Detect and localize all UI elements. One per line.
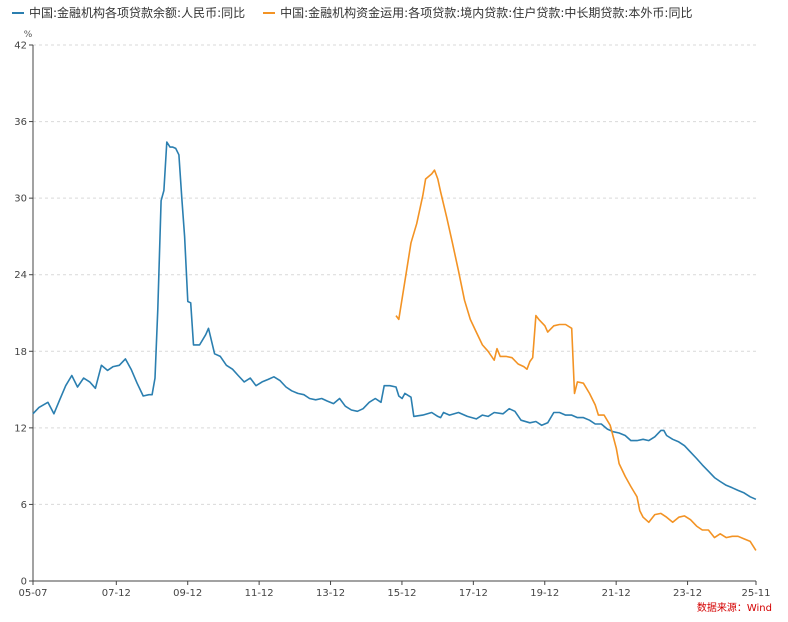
x-tick-label: 11-12 [245,588,274,599]
x-tick-label: 09-12 [173,588,202,599]
y-tick-label: 24 [14,270,27,281]
grid-lines [33,44,756,505]
x-tick-label: 25-11 [741,588,770,599]
legend-label-series-2: 中国:金融机构资金运用:各项贷款:境内贷款:住户贷款:中长期贷款:本外币:同比 [280,6,693,20]
x-tick-label: 13-12 [316,588,345,599]
x-tick-label: 19-12 [530,588,559,599]
y-tick-label: 0 [21,577,27,588]
y-tick-label: 12 [14,423,27,434]
y-tick-label: 6 [21,500,27,511]
legend-swatch-orange [263,11,276,14]
y-tick-label: 36 [14,117,27,128]
x-tick-label: 07-12 [102,588,131,599]
series-line-1 [32,141,757,501]
x-axis-ticks: 05-07 07-12 09-12 11-12 13-12 15-12 17-12 19-12… [18,581,771,599]
axes [32,45,756,582]
legend-swatch-blue [12,11,24,14]
y-tick-label: 42 [14,41,27,52]
x-tick-label: 15-12 [387,588,416,599]
chart-legend: 中国:金融机构各项贷款余额:人民币:同比 中国:金融机构资金运用:各项贷款:境内… [12,4,692,21]
x-tick-label: 21-12 [602,588,631,599]
x-tick-label: 17-12 [459,588,488,599]
legend-item-series-1: 中国:金融机构各项贷款余额:人民币:同比 [12,4,245,21]
x-tick-label: 05-07 [18,588,47,599]
series-lines [32,141,757,551]
y-tick-label: 18 [14,347,27,358]
series-line-2 [395,169,757,551]
y-tick-label: 30 [14,194,27,205]
y-axis-ticks: 0 6 12 18 24 30 36 42 [14,41,33,588]
legend-label-series-1: 中国:金融机构各项贷款余额:人民币:同比 [29,6,246,20]
y-axis-unit-label: % [24,30,33,40]
data-source-note: 数据来源：Wind [696,603,772,614]
legend-item-series-2: 中国:金融机构资金运用:各项贷款:境内贷款:住户贷款:中长期贷款:本外币:同比 [263,4,692,21]
x-tick-label: 23-12 [673,588,702,599]
